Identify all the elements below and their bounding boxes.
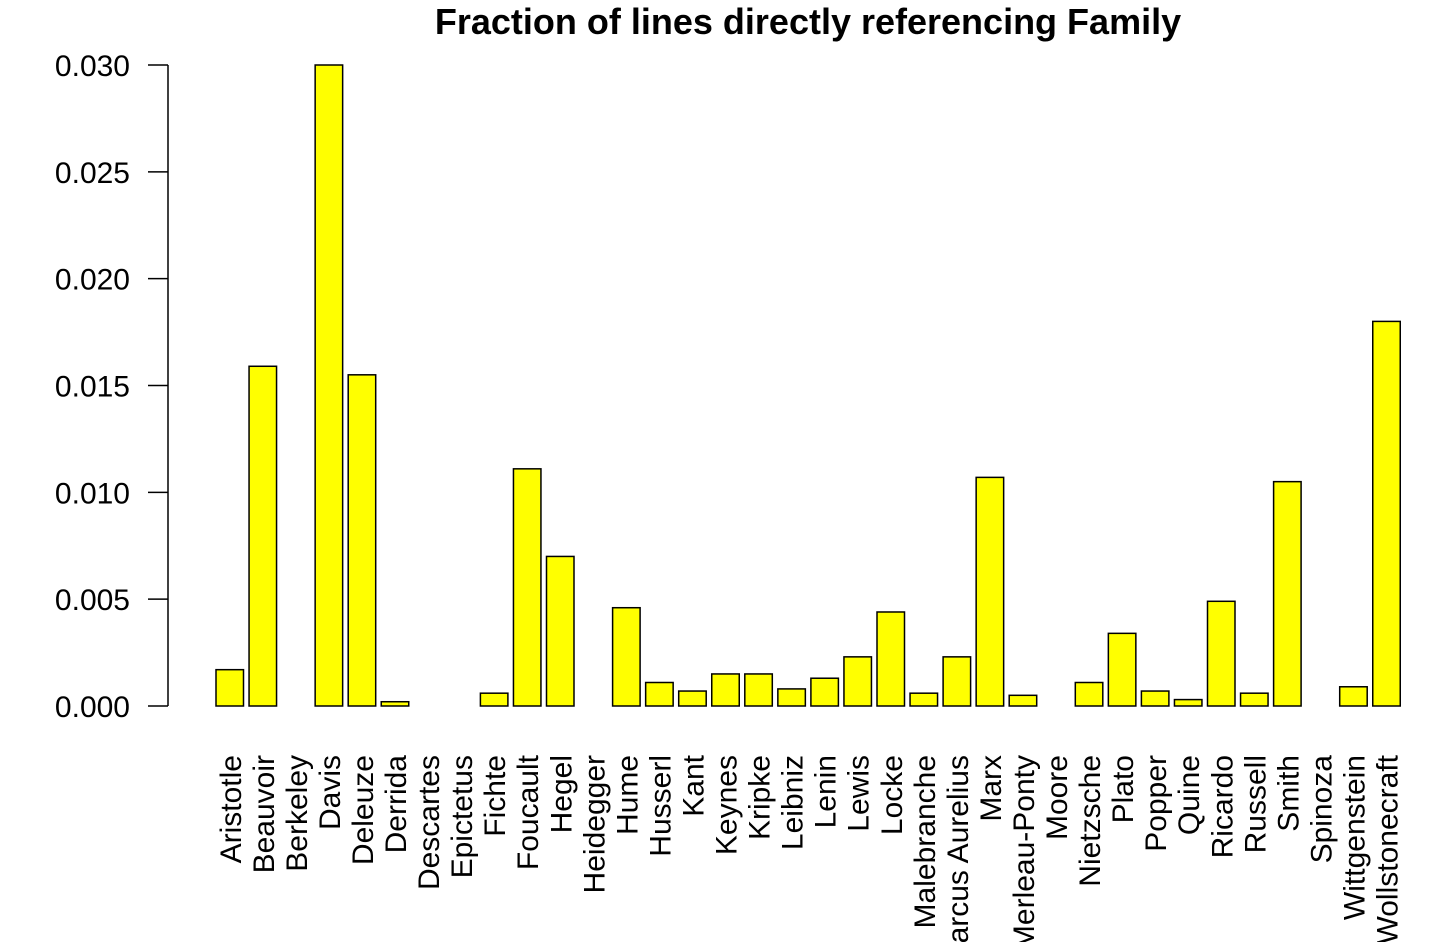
x-tick-label: Heidegger	[578, 755, 611, 893]
x-tick-label: Husserl	[644, 755, 677, 857]
x-tick-label: Beauvoir	[248, 755, 281, 873]
bar-leibniz	[777, 688, 807, 707]
y-tick-label: 0.030	[55, 50, 130, 83]
x-tick-label: Berkeley	[281, 755, 314, 872]
y-tick-label: 0.015	[55, 371, 130, 404]
bar-derrida	[380, 700, 410, 707]
bar-ricardo	[1206, 600, 1236, 707]
bar-popper	[1140, 690, 1170, 707]
bar-keynes	[711, 673, 740, 707]
bar-quine	[1173, 698, 1203, 707]
bars	[215, 64, 1401, 707]
x-tick-label: Nietzsche	[1074, 755, 1107, 887]
y-tick-label: 0.025	[55, 157, 130, 190]
x-tick-label: Plato	[1107, 755, 1140, 823]
x-tick-label: Marcus Aurelius	[942, 755, 975, 942]
x-tick-label: Fichte	[479, 755, 512, 837]
y-tick-label: 0.000	[55, 691, 130, 724]
x-tick-label: Wittgenstein	[1338, 755, 1371, 920]
bar-marcus-aurelius	[942, 656, 972, 707]
bar-locke	[876, 611, 906, 707]
x-tick-label: Hegel	[545, 755, 578, 833]
x-axis-labels: Aristotle Beauvoir Berkeley Davis Deleuze Der…	[215, 754, 1405, 942]
bar-plato	[1107, 632, 1137, 707]
x-tick-label: Smith	[1272, 755, 1305, 832]
bar-aristotle	[215, 668, 245, 707]
x-tick-label: Merleau-Ponty	[1008, 755, 1041, 942]
x-tick-label: Leibniz	[777, 755, 810, 850]
bar-kripke	[744, 673, 774, 707]
bar-kant	[677, 690, 707, 707]
bar-smith	[1272, 480, 1302, 707]
x-tick-label: Lewis	[843, 755, 876, 832]
bar-lenin	[810, 677, 840, 707]
chart-title: Fraction of lines directly referencing F…	[435, 1, 1181, 42]
bar-hegel	[545, 555, 575, 707]
bar-deleuze	[347, 374, 377, 707]
x-tick-label: Russell	[1239, 755, 1272, 853]
x-tick-label: Derrida	[380, 755, 413, 854]
x-tick-label: Locke	[876, 755, 909, 835]
bar-malebranche	[909, 692, 939, 707]
bar-nietzsche	[1074, 681, 1104, 707]
x-tick-label: Marx	[975, 755, 1008, 822]
y-tick-label: 0.020	[55, 264, 130, 297]
x-tick-label: Descartes	[413, 755, 446, 890]
x-tick-label: Moore	[1041, 755, 1074, 840]
bar-wittgenstein	[1338, 686, 1368, 707]
x-tick-label: Lenin	[810, 755, 843, 828]
bar-fichte	[479, 692, 509, 707]
x-tick-label: Kant	[677, 754, 710, 816]
x-tick-label: Hume	[611, 755, 644, 835]
x-tick-label: Davis	[314, 755, 347, 830]
bar-marx	[975, 476, 1005, 707]
x-tick-label: Popper	[1140, 755, 1173, 852]
x-tick-label: Wollstonecraft	[1372, 754, 1405, 942]
x-tick-label: Malebranche	[909, 755, 942, 928]
bar-hume	[611, 606, 641, 707]
bar-husserl	[644, 681, 674, 707]
y-axis: 0.000 0.005 0.010 0.015 0.020 0.025 0.030	[55, 50, 169, 724]
bar-lewis	[843, 656, 873, 707]
x-tick-label: Spinoza	[1305, 755, 1338, 864]
x-tick-label: Deleuze	[347, 755, 380, 865]
x-tick-label: Epictetus	[446, 755, 479, 878]
x-tick-label: Kripke	[744, 755, 777, 840]
x-tick-label: Quine	[1173, 755, 1206, 835]
bar-wollstonecraft	[1372, 320, 1401, 707]
x-tick-label: Ricardo	[1206, 755, 1239, 858]
y-tick-label: 0.005	[55, 584, 130, 617]
bar-russell	[1239, 692, 1269, 707]
x-tick-label: Foucault	[512, 754, 545, 870]
bar-beauvoir	[248, 365, 278, 707]
bar-merleau-ponty	[1008, 694, 1038, 707]
x-tick-label: Aristotle	[215, 755, 248, 863]
bar-foucault	[512, 468, 542, 707]
y-tick-label: 0.010	[55, 477, 130, 510]
x-tick-label: Keynes	[711, 755, 744, 855]
bar-davis	[314, 64, 344, 707]
